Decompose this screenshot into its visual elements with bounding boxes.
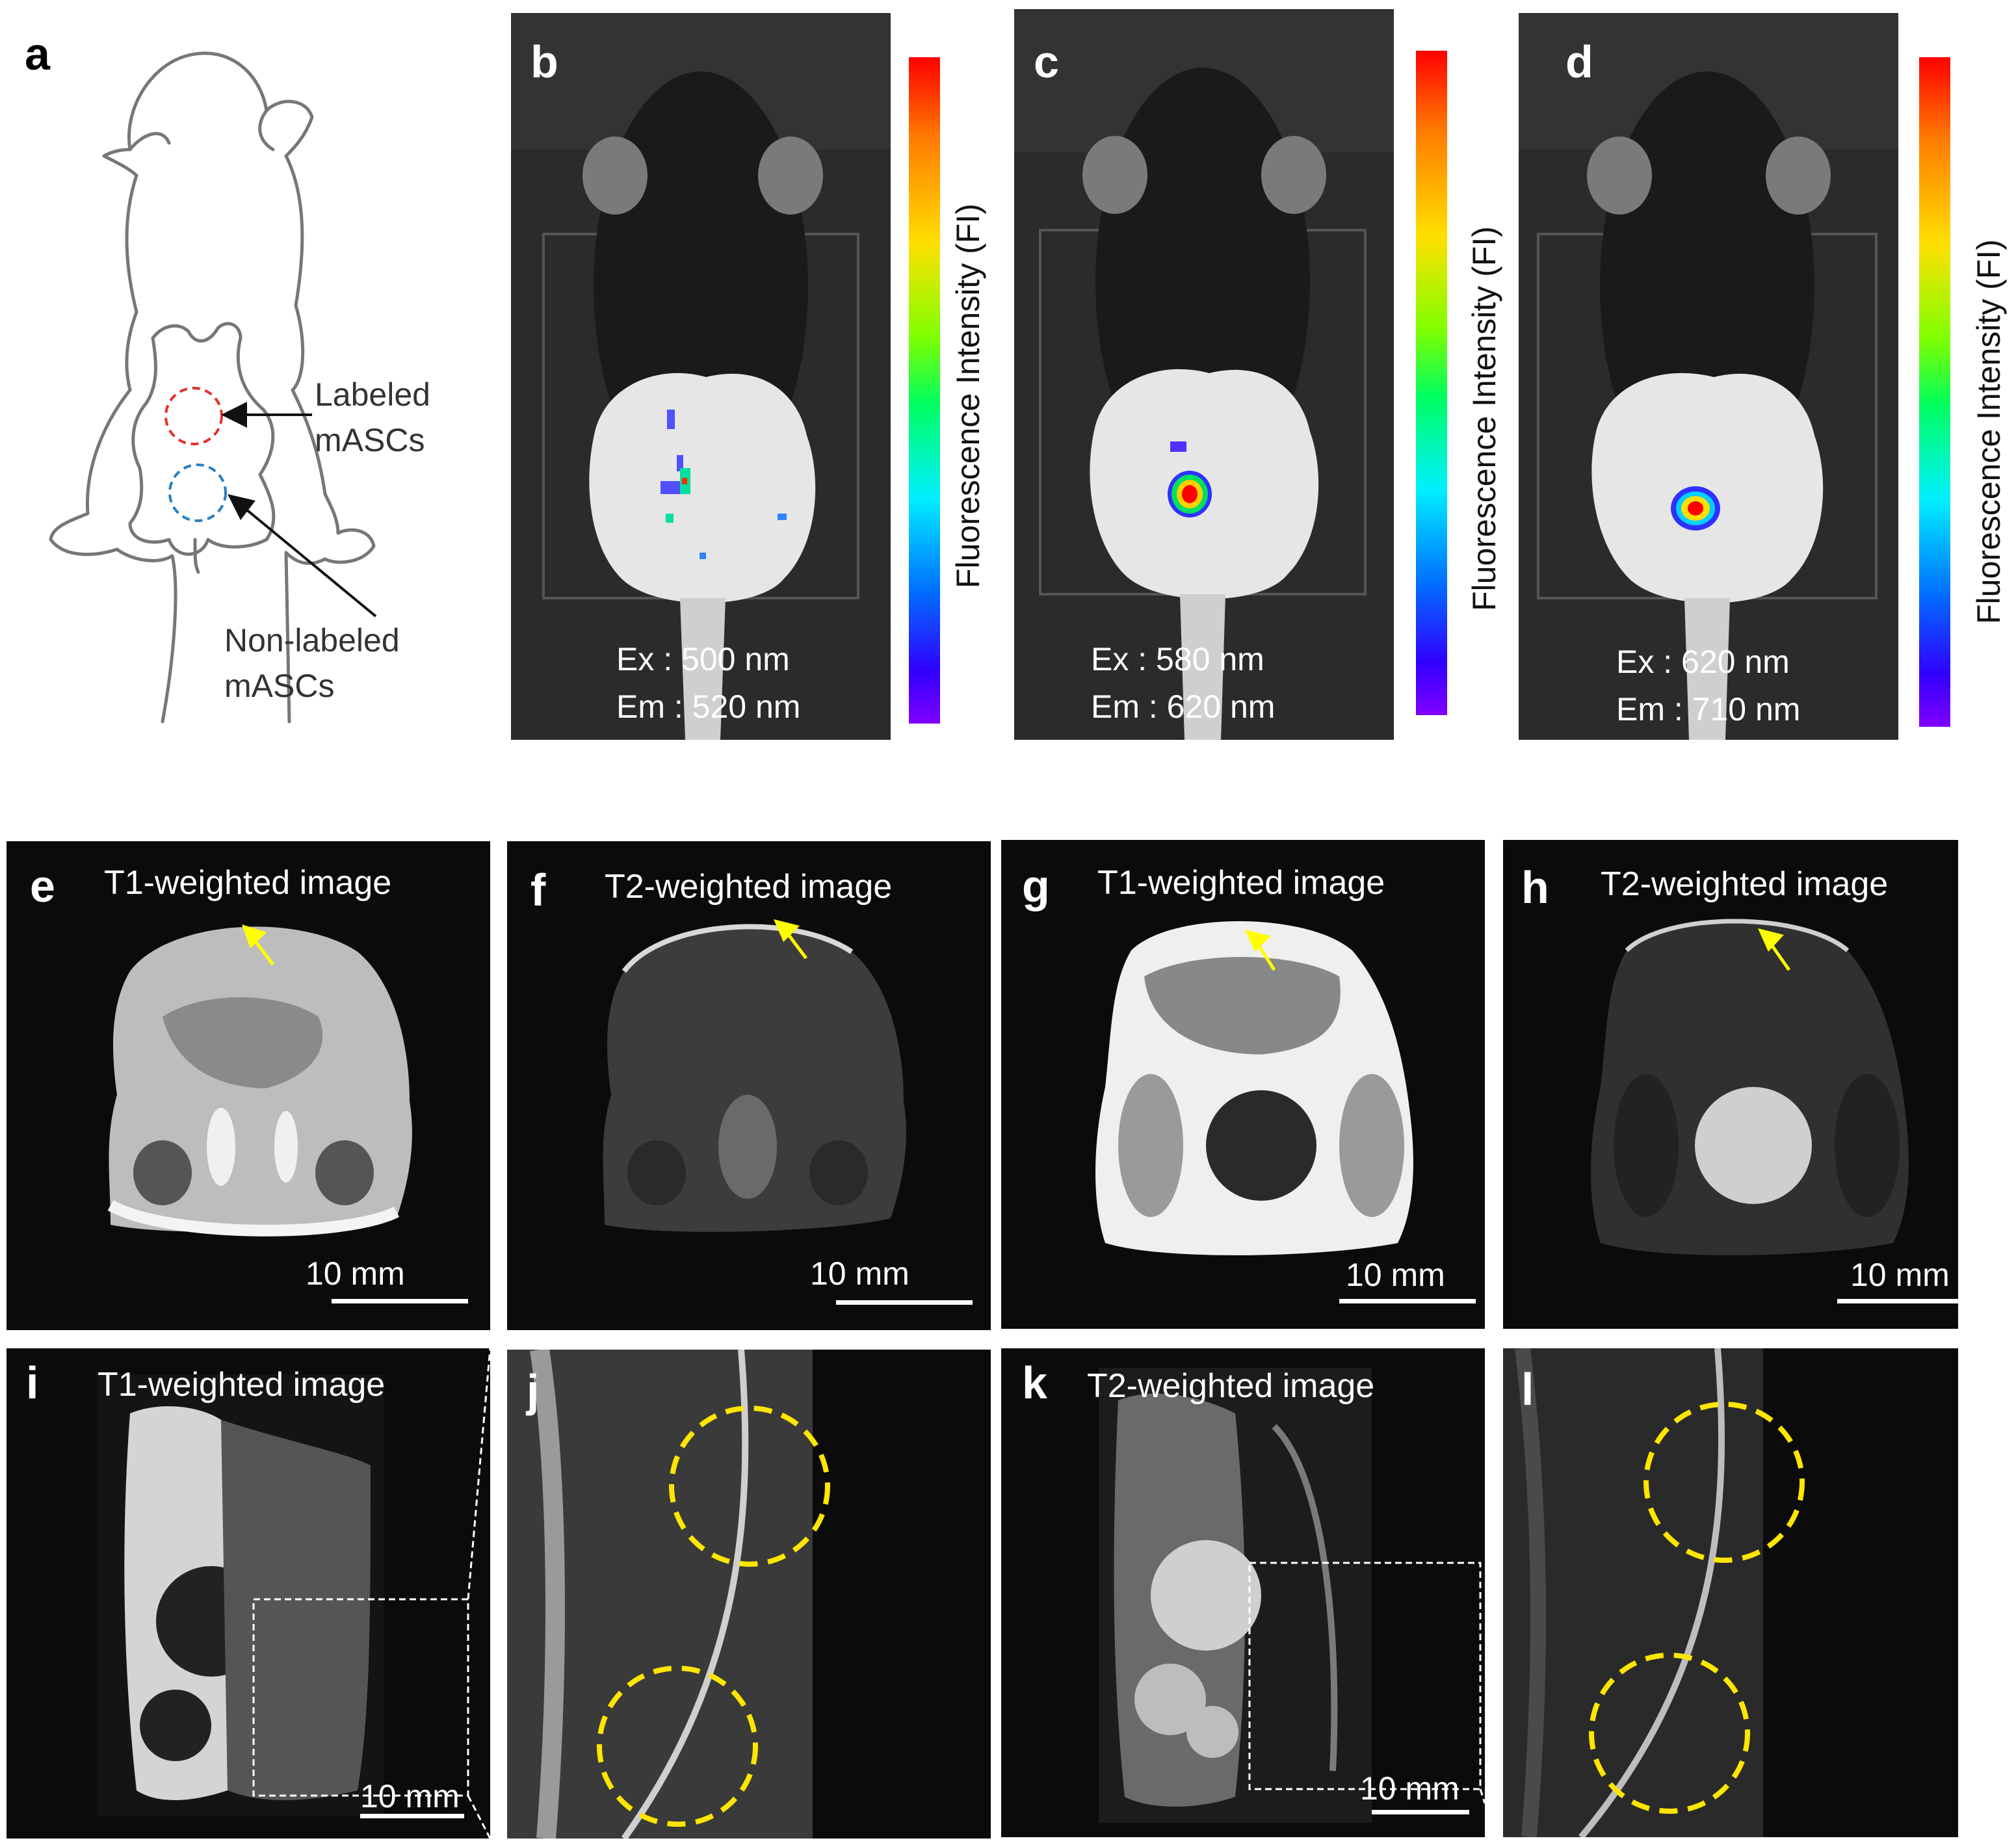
panel-label-g: g (1022, 861, 1050, 911)
scale-label-h: 10 mm (1850, 1257, 1950, 1293)
panel-label-h: h (1521, 862, 1549, 913)
panel-label-d: d (1565, 36, 1593, 87)
colorbar-b (909, 57, 940, 724)
panel-label-c: c (1034, 36, 1059, 87)
mri-zoom-image (1503, 1348, 1805, 1837)
mri-axial-image (107, 924, 412, 1237)
scale-label-g: 10 mm (1346, 1257, 1445, 1293)
colorbar-d (1919, 57, 1950, 727)
labeled-mascs-label: Labeled mASCs (315, 376, 430, 458)
panel-label-b: b (530, 36, 558, 87)
mouse-fluorescence-image (1519, 13, 1898, 740)
image-title-e: T1-weighted image (104, 864, 392, 902)
mri-coronal-image (1099, 1368, 1485, 1823)
mouse-schematic (49, 51, 377, 724)
colorbar-label-d: Fluorescence Intensity (FI) (1970, 239, 2007, 624)
panel-label-j: j (527, 1365, 540, 1416)
scale-label-e: 10 mm (306, 1255, 405, 1292)
mri-axial-image (1591, 919, 1909, 1255)
excitation-emission-b: Ex : 500 nm Em : 520 nm (616, 641, 801, 725)
panel-i: i T1-weighted image 10 mm (7, 1348, 490, 1838)
scale-bar-f (836, 1300, 973, 1305)
image-title-g: T1-weighted image (1097, 864, 1385, 902)
panel-g: g T1-weighted image 10 mm (1001, 840, 1485, 1329)
mouse-fluorescence-image (1014, 9, 1394, 740)
panel-label-k: k (1022, 1357, 1047, 1408)
panel-j: j (507, 1350, 991, 1838)
panel-c: c Ex : 580 nm Em : 620 nm (1014, 9, 1394, 740)
scale-label-f: 10 mm (810, 1255, 910, 1292)
scale-bar-k (1372, 1810, 1469, 1814)
mri-axial-image (1095, 921, 1413, 1255)
panel-label-a: a (25, 29, 50, 79)
panel-d: d Ex : 620 nm Em : 710 nm (1519, 13, 1898, 740)
scale-bar-i (360, 1814, 464, 1818)
scale-bar-g (1339, 1299, 1476, 1303)
excitation-emission-d: Ex : 620 nm Em : 710 nm (1616, 644, 1801, 727)
mri-axial-image (603, 919, 906, 1232)
mri-coronal-image (98, 1348, 490, 1838)
panel-label-e: e (30, 861, 55, 911)
nonlabeled-site-circle (168, 464, 227, 522)
panel-k: k T2-weighted image 10 mm (1001, 1348, 1485, 1837)
mouse-fluorescence-image (511, 13, 891, 740)
colorbar-label-c: Fluorescence Intensity (FI) (1466, 226, 1502, 611)
colorbar-label-b: Fluorescence Intensity (FI) (950, 203, 986, 588)
panel-label-i: i (26, 1357, 39, 1408)
panel-label-l: l (1521, 1364, 1534, 1415)
panel-b: b Ex : 500 nm Em : 520 nm (511, 13, 891, 740)
mri-zoom-image (507, 1350, 830, 1838)
image-title-k: T2-weighted image (1087, 1367, 1375, 1405)
panel-f: f T2-weighted image 10 mm (507, 841, 991, 1330)
nonlabeled-mascs-label: Non-labeled mASCs (224, 622, 400, 704)
image-title-h: T2-weighted image (1601, 865, 1889, 903)
excitation-emission-c: Ex : 580 nm Em : 620 nm (1091, 641, 1276, 725)
image-title-f: T2-weighted image (605, 868, 893, 906)
scale-bar-e (332, 1299, 468, 1303)
scale-label-k: 10 mm (1360, 1770, 1460, 1807)
image-title-i: T1-weighted image (98, 1366, 386, 1404)
panel-e: e T1-weighted image 10 mm (7, 841, 490, 1330)
labeled-site-circle (164, 387, 223, 445)
panel-a: a Labeled mASCs Non-labeled mASCs (0, 0, 481, 748)
panel-h: h T2-weighted image 10 mm (1503, 840, 1958, 1329)
colorbar-c (1416, 51, 1447, 715)
panel-l: l (1503, 1348, 1958, 1837)
scale-label-i: 10 mm (360, 1778, 460, 1814)
scale-bar-h (1837, 1299, 1958, 1303)
panel-label-f: f (530, 865, 546, 915)
